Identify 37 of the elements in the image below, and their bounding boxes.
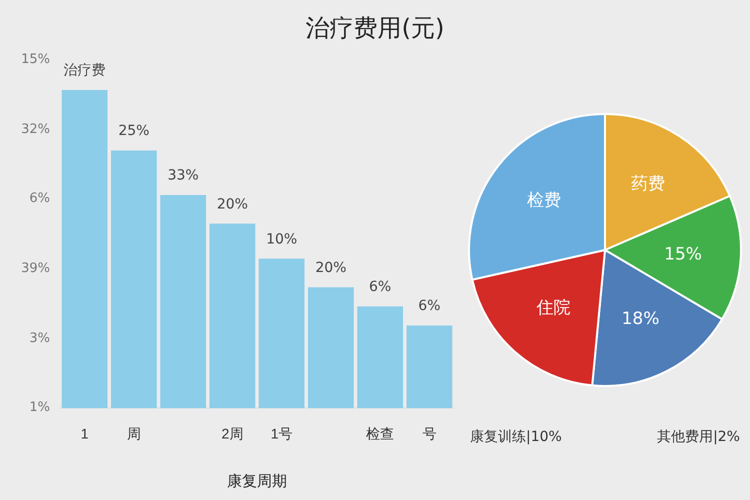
annotation: 20%	[315, 260, 346, 276]
x-axis-title: 康复周期	[227, 473, 287, 490]
x-tick-label: 2周	[221, 425, 244, 442]
text: 15%	[20, 52, 50, 67]
bar	[110, 150, 157, 408]
text: 32%	[20, 122, 50, 137]
annotation: 33%	[168, 168, 199, 184]
annotation: 治疗费	[64, 62, 106, 79]
annotation: 25%	[118, 123, 150, 140]
bar	[406, 325, 452, 408]
text: 39%	[20, 260, 50, 276]
slice-label: 检费	[526, 190, 561, 211]
bar	[357, 306, 404, 408]
text: 3%	[28, 330, 50, 346]
annotation: 6%	[418, 298, 440, 314]
x-tick-label: 检查	[366, 425, 394, 442]
data-label: 18%	[622, 309, 660, 330]
x-tick-label: 号	[422, 425, 436, 442]
bar	[209, 224, 256, 408]
slice-label: 住院	[535, 298, 570, 318]
annotation: 6%	[369, 279, 392, 296]
chart-title: 治疗费用(元)	[304, 13, 446, 44]
bar	[160, 195, 206, 408]
slice-label: 药费	[630, 174, 665, 194]
x-tick-label: 1号	[270, 425, 293, 442]
annotation: 10%	[266, 231, 298, 248]
data-label: 15%	[664, 244, 702, 264]
text: 其他费用|2%	[657, 428, 740, 446]
text: 6%	[28, 191, 50, 206]
text: 康复训练|10%	[470, 428, 562, 446]
annotation: 20%	[216, 196, 248, 212]
bar	[62, 90, 108, 408]
text: 1%	[28, 400, 50, 416]
bar	[308, 287, 354, 408]
bar	[258, 258, 305, 408]
x-tick-label: 1	[80, 425, 89, 442]
x-tick-label: 周	[126, 425, 141, 442]
